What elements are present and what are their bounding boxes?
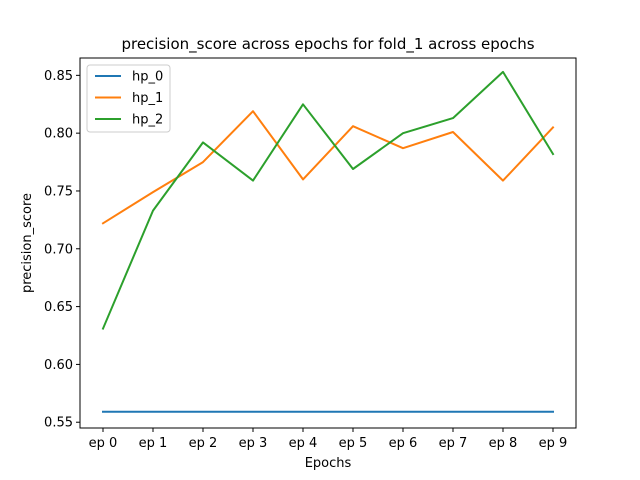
x-tick-label: ep 8 — [489, 436, 518, 451]
x-tick-label: ep 7 — [439, 436, 468, 451]
y-tick-label: 0.80 — [44, 127, 73, 142]
y-axis: 0.55 0.60 0.65 0.70 0.75 0.80 0.85 — [44, 69, 80, 431]
plot-area — [79, 57, 577, 429]
y-tick-label: 0.65 — [44, 300, 73, 315]
y-tick-label: 0.85 — [44, 69, 73, 84]
x-tick-label: ep 0 — [89, 436, 118, 451]
legend-label: hp_0 — [132, 70, 163, 85]
y-tick-label: 0.70 — [44, 242, 73, 257]
x-tick-label: ep 3 — [239, 436, 268, 451]
x-tick-label: ep 5 — [339, 436, 368, 451]
x-tick-label: ep 1 — [139, 436, 168, 451]
legend: hp_0 hp_1 hp_2 — [86, 64, 171, 133]
x-tick-label: ep 9 — [539, 436, 568, 451]
chart-title: precision_score across epochs for fold_1… — [121, 35, 534, 54]
legend-label: hp_2 — [132, 113, 163, 128]
series-line-hp_2 — [101, 70, 555, 330]
x-tick-label: ep 4 — [289, 436, 318, 451]
y-axis-label: precision_score — [20, 193, 35, 293]
y-tick-label: 0.55 — [44, 416, 73, 431]
y-tick-label: 0.60 — [44, 358, 73, 373]
y-tick-label: 0.75 — [44, 184, 73, 199]
series-lines — [101, 70, 555, 413]
x-tick-label: ep 2 — [189, 436, 218, 451]
x-axis: ep 0 ep 1 ep 2 ep 3 ep 4 ep 5 ep 6 ep 7 ep 8 ep 9 — [89, 428, 568, 451]
legend-label: hp_1 — [132, 91, 163, 106]
x-tick-label: ep 6 — [389, 436, 418, 451]
x-axis-label: Epochs — [305, 456, 352, 471]
legend-box — [86, 64, 171, 133]
